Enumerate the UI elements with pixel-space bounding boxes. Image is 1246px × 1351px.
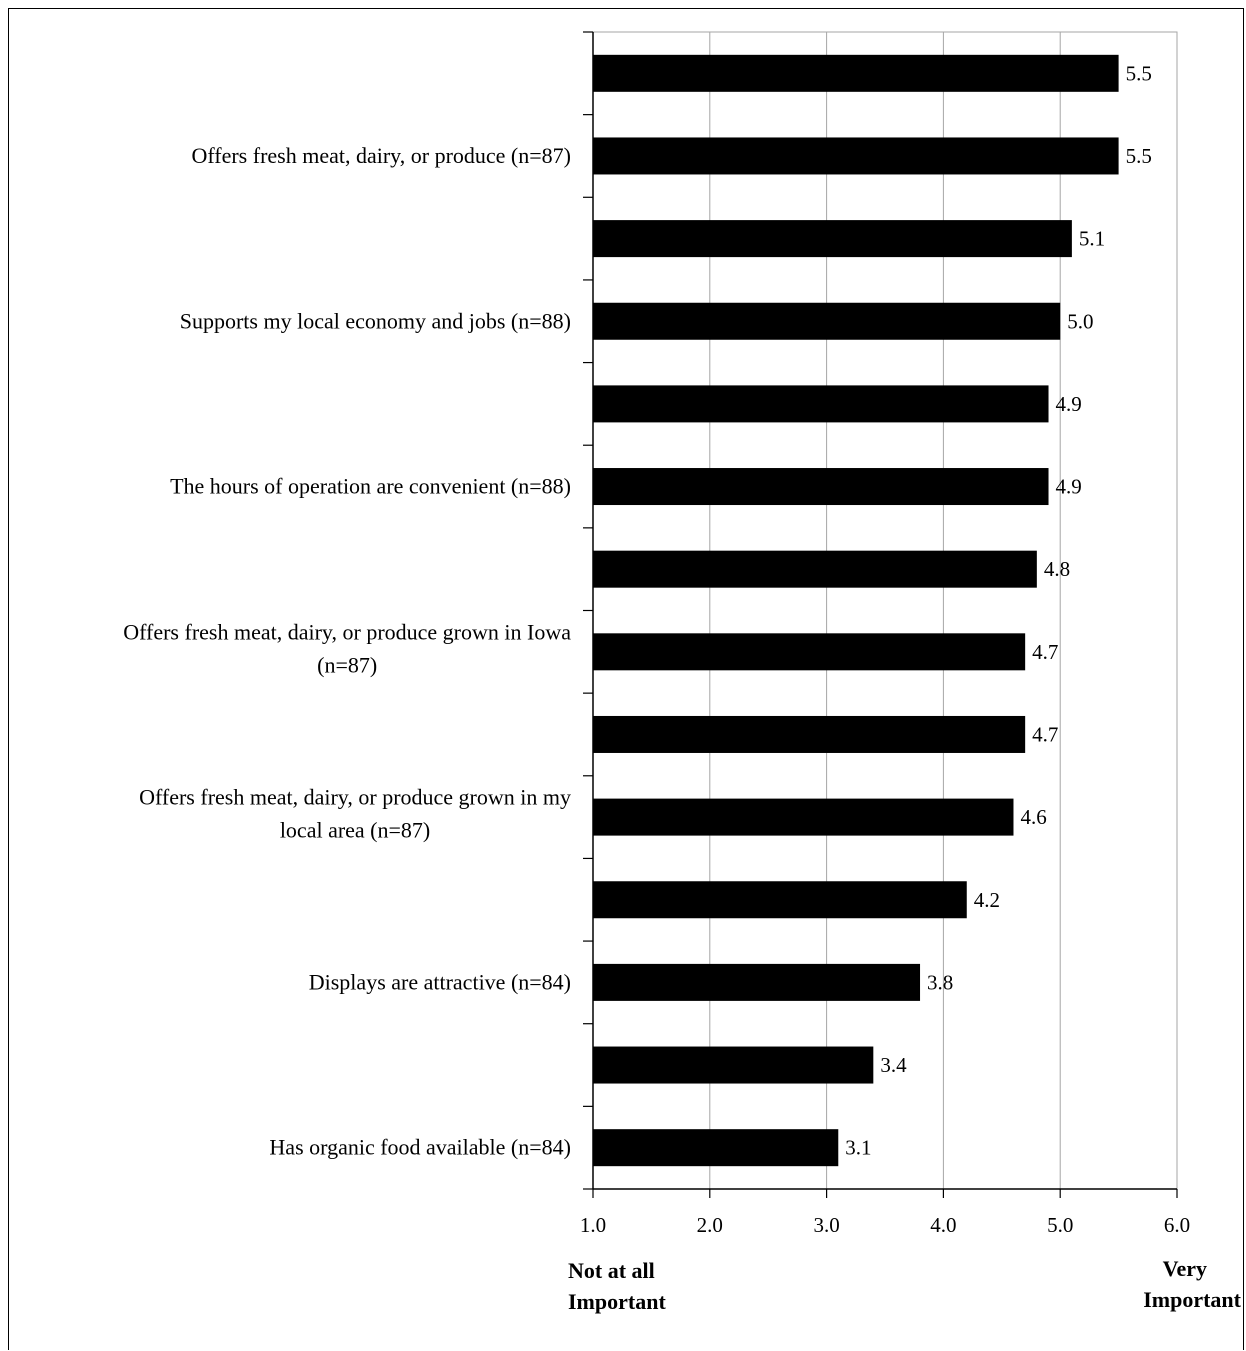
category-label: Offers fresh meat, dairy, or produce gro… xyxy=(139,785,571,810)
data-label: 4.7 xyxy=(1032,722,1058,746)
data-label: 3.4 xyxy=(880,1053,907,1077)
x-high-label-line2: Important xyxy=(1143,1287,1241,1312)
bar xyxy=(593,715,1026,753)
bar xyxy=(593,220,1072,258)
gridlines xyxy=(592,31,1178,1190)
data-label: 5.5 xyxy=(1126,61,1152,85)
data-label: 4.6 xyxy=(1020,805,1046,829)
data-label: 4.8 xyxy=(1044,557,1070,581)
bar xyxy=(593,137,1119,175)
x-low-label-line2: Important xyxy=(568,1289,666,1314)
x-tick-label: 4.0 xyxy=(930,1213,956,1237)
plot-border xyxy=(592,31,1178,1190)
chart-frame xyxy=(8,8,1244,1350)
bar xyxy=(593,881,967,919)
labels: 5.5 5.5 5.1 5.0 4.9 4.9 4.8 4.7 4.7 4.6 4.2 3.8 3.4 3… xyxy=(123,61,1241,1314)
category-label: Supports my local economy and jobs (n=88… xyxy=(180,308,571,333)
x-tick-label: 2.0 xyxy=(697,1213,723,1237)
category-label: Has organic food available (n=84) xyxy=(269,1135,571,1160)
x-low-label-line1: Not at all xyxy=(568,1258,655,1283)
axes xyxy=(583,31,1178,1198)
data-label: 5.1 xyxy=(1079,227,1105,251)
bar xyxy=(593,1046,874,1084)
data-label: 5.0 xyxy=(1067,309,1093,333)
data-label: 4.9 xyxy=(1056,392,1082,416)
data-label: 3.8 xyxy=(927,970,953,994)
data-label: 3.1 xyxy=(845,1136,871,1160)
category-label: The hours of operation are convenient (n… xyxy=(170,474,571,499)
data-label: 4.9 xyxy=(1056,475,1082,499)
x-tick-label: 6.0 xyxy=(1164,1213,1190,1237)
data-label: 4.7 xyxy=(1032,640,1058,664)
bar xyxy=(593,468,1049,506)
x-tick-label: 5.0 xyxy=(1047,1213,1073,1237)
bar xyxy=(593,54,1119,92)
bar xyxy=(593,963,921,1001)
bar xyxy=(593,385,1049,423)
bar xyxy=(593,302,1061,340)
bar xyxy=(593,798,1014,836)
category-label: Offers fresh meat, dairy, or produce gro… xyxy=(123,619,571,644)
category-label: Displays are attractive (n=84) xyxy=(309,969,571,994)
x-high-label-line1: Very xyxy=(1163,1256,1207,1281)
x-tick-label: 1.0 xyxy=(580,1213,606,1237)
data-label: 5.5 xyxy=(1126,144,1152,168)
bars xyxy=(593,54,1119,1167)
data-label: 4.2 xyxy=(974,888,1000,912)
category-label: Offers fresh meat, dairy, or produce (n=… xyxy=(191,143,571,168)
bar xyxy=(593,633,1026,671)
bar xyxy=(593,550,1037,588)
bar xyxy=(593,1129,839,1167)
category-label: (n=87) xyxy=(317,652,377,677)
category-label: local area (n=87) xyxy=(280,818,430,843)
x-tick-label: 3.0 xyxy=(813,1213,839,1237)
